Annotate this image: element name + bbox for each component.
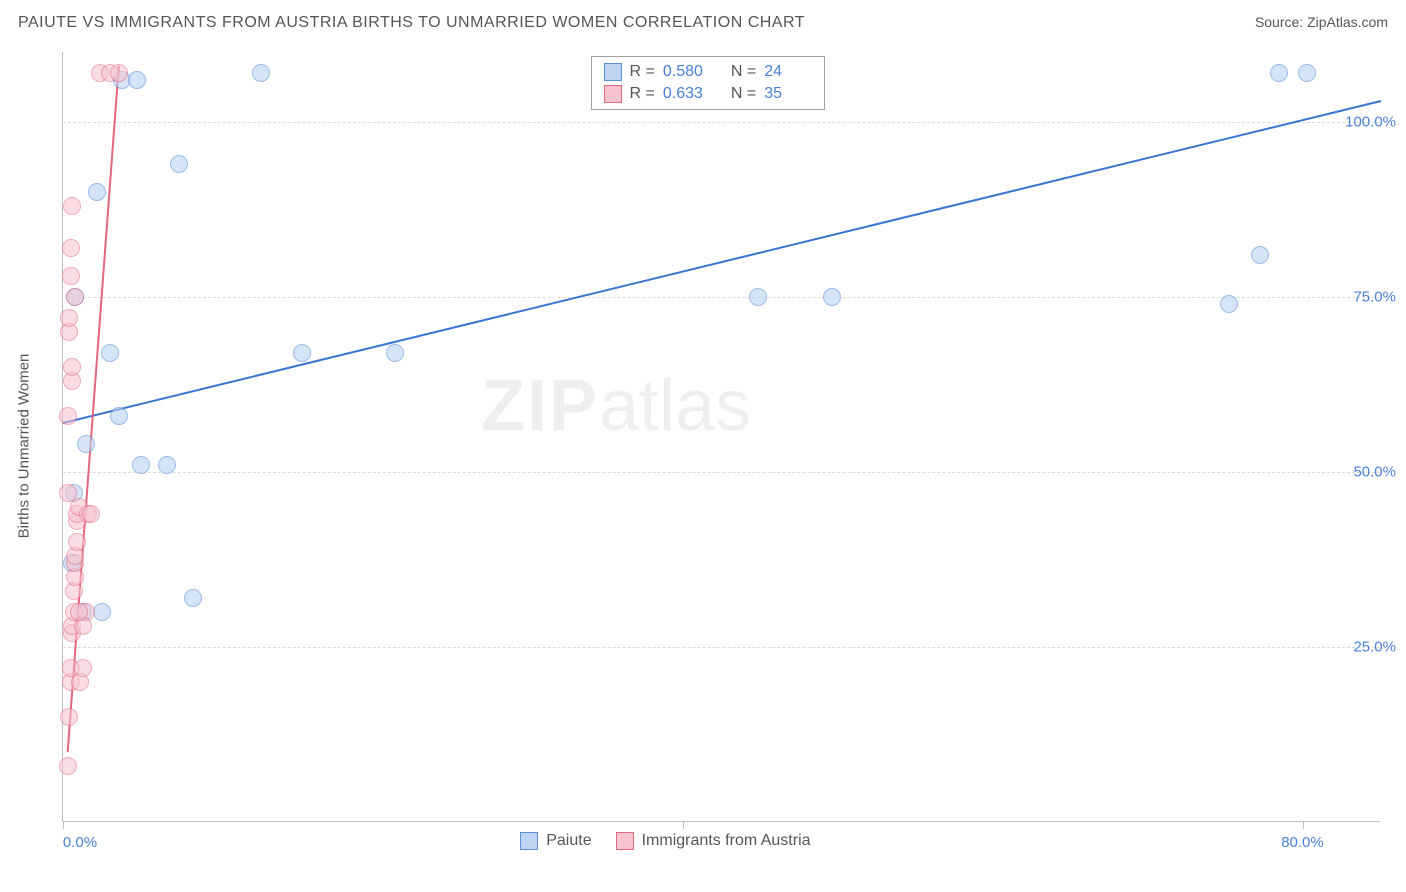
x-tick-label: 0.0% [63,834,97,851]
scatter-point [749,288,767,306]
legend-n-label: N = [731,85,756,103]
scatter-point [60,309,78,327]
trendlines [63,52,1381,822]
scatter-point [110,64,128,82]
legend-series: Paiute Immigrants from Austria [520,832,810,850]
scatter-point [128,71,146,89]
scatter-point [386,344,404,362]
scatter-point [82,505,100,523]
scatter-point [170,155,188,173]
scatter-point [101,344,119,362]
legend-stats-row: R = 0.580 N = 24 [604,61,813,83]
scatter-point [1270,64,1288,82]
scatter-point [823,288,841,306]
scatter-point [59,407,77,425]
legend-stats: R = 0.580 N = 24 R = 0.633 N = 35 [591,56,826,110]
scatter-point [93,603,111,621]
legend-r-label: R = [630,63,655,81]
scatter-point [63,358,81,376]
trend-line [63,101,1381,423]
scatter-point [132,456,150,474]
legend-swatch [604,85,622,103]
legend-n-value: 35 [764,85,812,103]
legend-series-item: Paiute [520,832,591,850]
legend-r-value: 0.633 [663,85,711,103]
scatter-point [1298,64,1316,82]
legend-n-value: 24 [764,63,812,81]
y-axis-label: Births to Unmarried Women [16,354,33,539]
source-label: Source: ZipAtlas.com [1255,14,1388,30]
scatter-point [252,64,270,82]
scatter-point [158,456,176,474]
scatter-point [62,239,80,257]
gridline [63,472,1380,473]
legend-r-value: 0.580 [663,63,711,81]
scatter-point [68,533,86,551]
y-tick-label: 25.0% [1353,639,1396,656]
x-tick [683,821,684,829]
scatter-point [110,407,128,425]
scatter-point [66,288,84,306]
scatter-point [293,344,311,362]
legend-series-label: Immigrants from Austria [642,832,811,850]
scatter-point [77,435,95,453]
scatter-point [70,603,88,621]
gridline [63,647,1380,648]
legend-r-label: R = [630,85,655,103]
page-title: PAIUTE VS IMMIGRANTS FROM AUSTRIA BIRTHS… [18,14,805,32]
legend-swatch [520,832,538,850]
scatter-point [60,708,78,726]
y-tick-label: 100.0% [1345,114,1396,131]
scatter-chart: ZIPatlas [62,52,1380,822]
watermark-bold: ZIP [481,366,599,446]
scatter-point [88,183,106,201]
legend-series-label: Paiute [546,832,591,850]
scatter-point [1251,246,1269,264]
gridline [63,122,1380,123]
scatter-point [74,659,92,677]
scatter-point [1220,295,1238,313]
scatter-point [59,484,77,502]
legend-swatch [616,832,634,850]
y-tick-label: 75.0% [1353,289,1396,306]
scatter-point [184,589,202,607]
scatter-point [63,197,81,215]
scatter-point [59,757,77,775]
x-tick-label: 80.0% [1281,834,1324,851]
legend-stats-row: R = 0.633 N = 35 [604,83,813,105]
scatter-point [62,267,80,285]
watermark: ZIPatlas [481,365,751,447]
legend-series-item: Immigrants from Austria [616,832,811,850]
legend-swatch [604,63,622,81]
gridline [63,297,1380,298]
watermark-rest: atlas [599,366,751,446]
x-tick [1303,821,1304,829]
legend-n-label: N = [731,63,756,81]
y-tick-label: 50.0% [1353,464,1396,481]
x-tick [63,821,64,829]
